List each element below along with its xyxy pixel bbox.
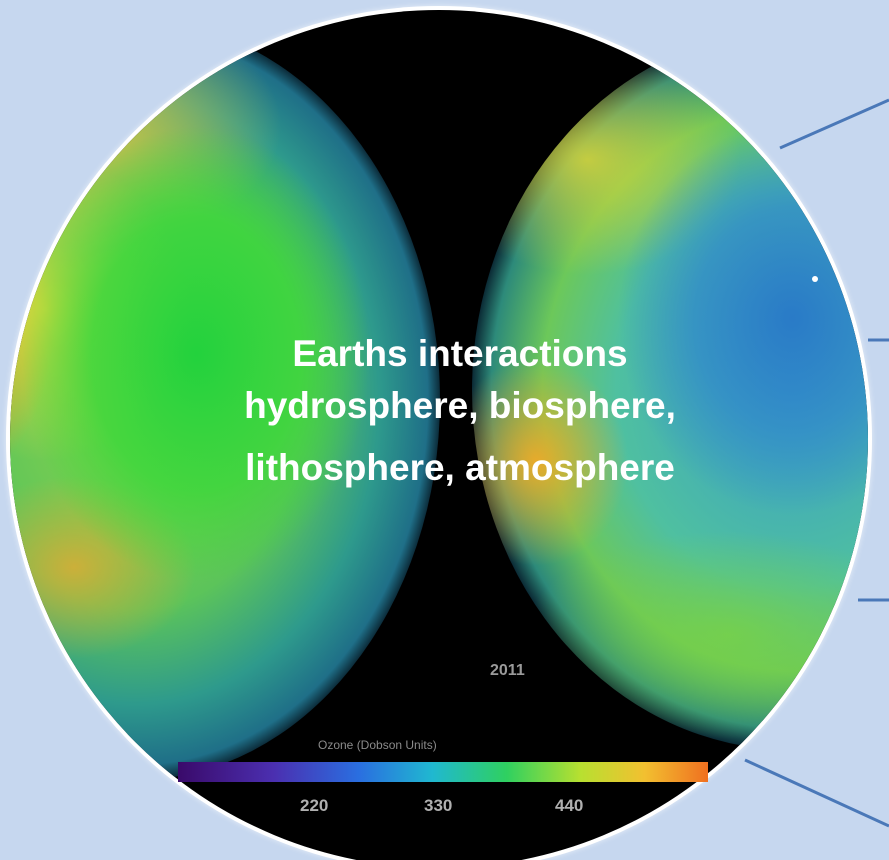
- white-marker: [812, 276, 818, 282]
- year-label: 2011: [490, 662, 525, 679]
- caption-line-2: hydrosphere, biosphere,: [244, 385, 676, 426]
- caption-line-1: Earths interactions: [292, 333, 628, 374]
- ozone-colorbar: [178, 762, 708, 782]
- legend-title: Ozone (Dobson Units): [318, 738, 437, 752]
- colorbar-tick-330: 330: [424, 796, 453, 815]
- central-caption: Earths interactions hydrosphere, biosphe…: [150, 328, 770, 494]
- caption-line-3: lithosphere, atmosphere: [245, 447, 675, 488]
- colorbar-tick-440: 440: [555, 796, 584, 815]
- connector-line-4: [744, 758, 889, 828]
- colorbar-tick-220: 220: [300, 796, 329, 815]
- ozone-globe-image: [10, 10, 868, 860]
